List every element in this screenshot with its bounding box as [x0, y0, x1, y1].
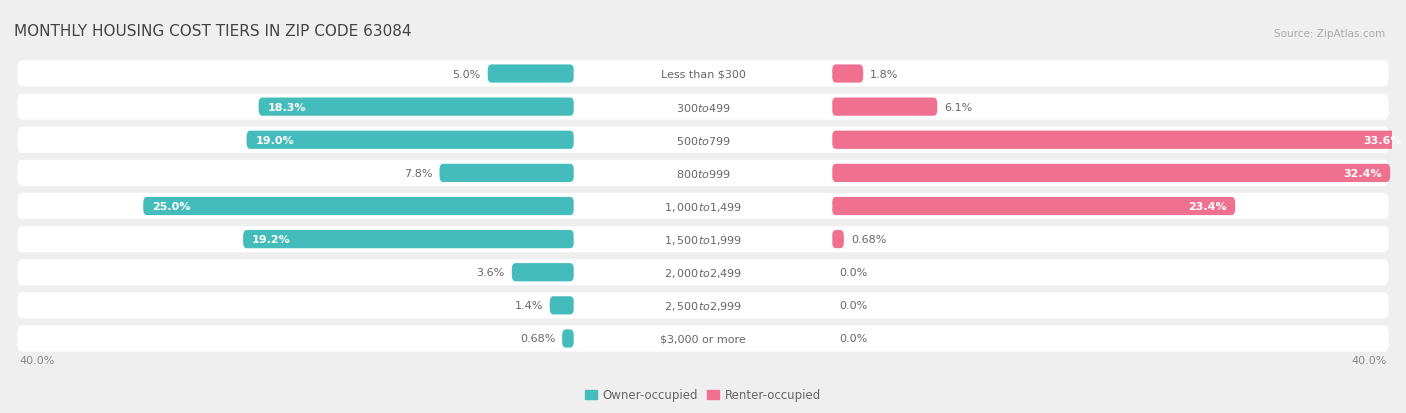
FancyBboxPatch shape: [17, 226, 1389, 253]
FancyBboxPatch shape: [574, 97, 832, 117]
Text: 3.6%: 3.6%: [477, 268, 505, 278]
Text: 32.4%: 32.4%: [1343, 169, 1382, 178]
FancyBboxPatch shape: [832, 197, 1236, 216]
FancyBboxPatch shape: [574, 263, 832, 282]
FancyBboxPatch shape: [17, 127, 1389, 154]
FancyBboxPatch shape: [246, 131, 574, 150]
FancyBboxPatch shape: [259, 98, 574, 116]
FancyBboxPatch shape: [440, 164, 574, 183]
Text: 0.68%: 0.68%: [520, 334, 555, 344]
FancyBboxPatch shape: [17, 259, 1389, 286]
Text: Source: ZipAtlas.com: Source: ZipAtlas.com: [1274, 29, 1385, 39]
FancyBboxPatch shape: [832, 131, 1406, 150]
FancyBboxPatch shape: [17, 325, 1389, 352]
Text: 5.0%: 5.0%: [453, 69, 481, 79]
FancyBboxPatch shape: [832, 98, 938, 116]
FancyBboxPatch shape: [832, 65, 863, 83]
Text: $800 to $999: $800 to $999: [675, 168, 731, 179]
Text: $2,500 to $2,999: $2,500 to $2,999: [664, 299, 742, 312]
FancyBboxPatch shape: [550, 297, 574, 315]
Text: Less than $300: Less than $300: [661, 69, 745, 79]
FancyBboxPatch shape: [17, 193, 1389, 220]
Text: 33.6%: 33.6%: [1364, 135, 1402, 145]
Text: 25.0%: 25.0%: [152, 202, 190, 211]
FancyBboxPatch shape: [488, 65, 574, 83]
Text: MONTHLY HOUSING COST TIERS IN ZIP CODE 63084: MONTHLY HOUSING COST TIERS IN ZIP CODE 6…: [14, 24, 412, 39]
FancyBboxPatch shape: [832, 230, 844, 249]
Text: 0.0%: 0.0%: [839, 301, 868, 311]
Text: 0.68%: 0.68%: [851, 235, 886, 244]
FancyBboxPatch shape: [574, 296, 832, 316]
FancyBboxPatch shape: [574, 131, 832, 150]
Text: $3,000 or more: $3,000 or more: [661, 334, 745, 344]
Text: 0.0%: 0.0%: [839, 334, 868, 344]
FancyBboxPatch shape: [574, 64, 832, 84]
Text: $1,500 to $1,999: $1,500 to $1,999: [664, 233, 742, 246]
Text: 0.0%: 0.0%: [839, 268, 868, 278]
Text: 1.8%: 1.8%: [870, 69, 898, 79]
Text: 6.1%: 6.1%: [945, 102, 973, 112]
FancyBboxPatch shape: [17, 61, 1389, 88]
FancyBboxPatch shape: [17, 160, 1389, 187]
FancyBboxPatch shape: [243, 230, 574, 249]
Text: $2,000 to $2,499: $2,000 to $2,499: [664, 266, 742, 279]
FancyBboxPatch shape: [832, 164, 1391, 183]
Text: 23.4%: 23.4%: [1188, 202, 1226, 211]
Text: 18.3%: 18.3%: [267, 102, 305, 112]
Text: 7.8%: 7.8%: [404, 169, 433, 178]
FancyBboxPatch shape: [574, 164, 832, 183]
FancyBboxPatch shape: [574, 230, 832, 249]
FancyBboxPatch shape: [17, 292, 1389, 319]
Text: 19.2%: 19.2%: [252, 235, 291, 244]
Legend: Owner-occupied, Renter-occupied: Owner-occupied, Renter-occupied: [585, 389, 821, 401]
FancyBboxPatch shape: [17, 94, 1389, 121]
Text: $1,000 to $1,499: $1,000 to $1,499: [664, 200, 742, 213]
Text: 40.0%: 40.0%: [1351, 355, 1386, 365]
Text: 19.0%: 19.0%: [256, 135, 294, 145]
Text: $500 to $799: $500 to $799: [675, 135, 731, 146]
Text: 1.4%: 1.4%: [515, 301, 543, 311]
FancyBboxPatch shape: [574, 329, 832, 349]
FancyBboxPatch shape: [574, 197, 832, 216]
Text: $300 to $499: $300 to $499: [675, 102, 731, 113]
FancyBboxPatch shape: [143, 197, 574, 216]
FancyBboxPatch shape: [562, 330, 574, 348]
Text: 40.0%: 40.0%: [20, 355, 55, 365]
FancyBboxPatch shape: [512, 263, 574, 282]
